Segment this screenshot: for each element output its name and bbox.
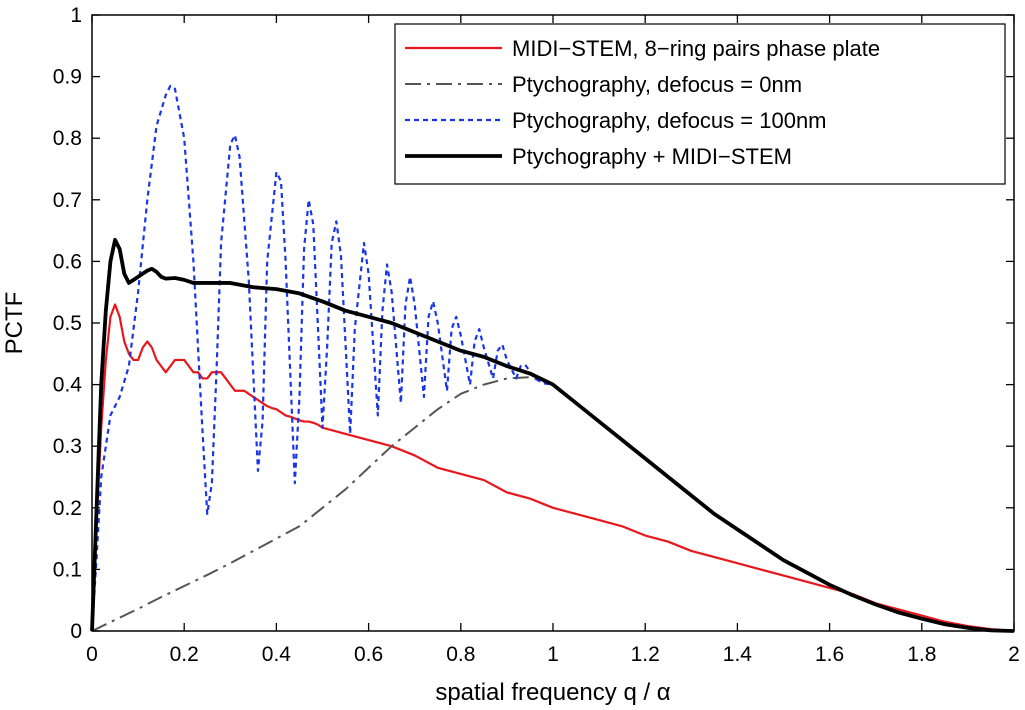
x-axis-label: spatial frequency q / α: [435, 679, 670, 706]
x-tick-label: 1.8: [907, 643, 936, 666]
y-tick-label: 0: [70, 620, 82, 643]
y-tick-label: 0.7: [53, 189, 82, 212]
x-tick-label: 1.4: [723, 643, 753, 666]
y-tick-label: 0.8: [53, 127, 82, 150]
x-tick-label: 0.4: [262, 643, 292, 666]
series-layer: [90, 84, 1015, 633]
y-tick-label: 0.5: [53, 312, 82, 335]
y-tick-label: 0.2: [53, 497, 82, 520]
x-tick-label: 0: [86, 643, 98, 666]
y-tick-label: 0.1: [53, 558, 82, 581]
x-tick-label: 0.6: [354, 643, 383, 666]
legend-label-2: Ptychography, defocus = 100nm: [512, 108, 827, 133]
x-tick-label: 0.2: [170, 643, 199, 666]
y-tick-label: 0.9: [53, 66, 82, 89]
y-axis-label: PCTF: [1, 292, 28, 355]
legend-label-3: Ptychography + MIDI−STEM: [512, 144, 792, 169]
y-tick-label: 0.4: [53, 374, 83, 397]
x-tick-label: 1.6: [815, 643, 844, 666]
x-tick-label: 2: [1008, 643, 1020, 666]
ticks-layer: 0 0.2 0.4 0.6 0.8 1 1.2 1.4 1.6 1.8 2 0 0.1 0.2 0.3 0.4…: [53, 4, 1020, 666]
legend-label-0: MIDI−STEM, 8−ring pairs phase plate: [512, 36, 880, 61]
x-tick-label: 0.8: [446, 643, 475, 666]
series-line-3: [90, 237, 1015, 633]
y-tick-label: 1: [70, 4, 82, 27]
series-line-1: [91, 376, 1015, 632]
y-tick-label: 0.6: [53, 250, 82, 273]
series-line-0: [90, 303, 1015, 633]
legend: MIDI−STEM, 8−ring pairs phase plate Ptych…: [394, 23, 1006, 185]
y-tick-label: 0.3: [53, 435, 82, 458]
x-tick-label: 1.2: [631, 643, 660, 666]
legend-label-1: Ptychography, defocus = 0nm: [512, 72, 802, 97]
x-tick-label: 1: [547, 643, 559, 666]
